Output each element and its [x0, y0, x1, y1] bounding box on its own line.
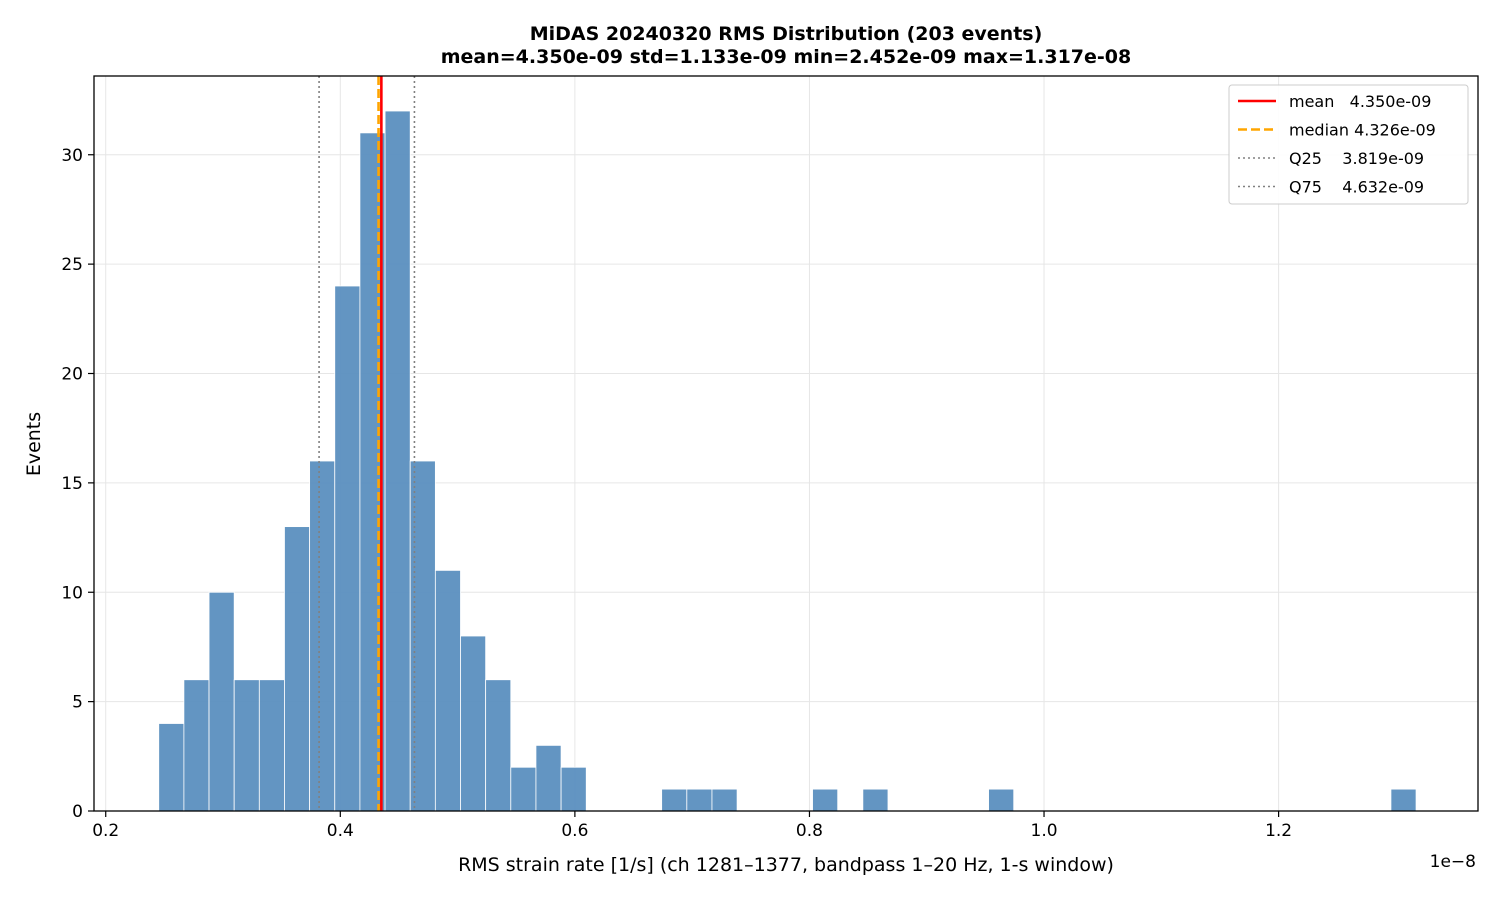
x-tick-label: 0.6 [561, 821, 588, 841]
plot-frame [93, 75, 1479, 812]
y-tick-label: 10 [61, 583, 83, 603]
y-tick-label: 5 [72, 693, 83, 713]
x-axis-ticks: 0.2 0.4 0.6 0.8 1.0 1.2 [92, 811, 1292, 841]
x-tick-label: 0.2 [92, 821, 119, 841]
statistic-lines [318, 76, 416, 811]
histogram-bar [183, 679, 210, 812]
histogram-bar [434, 569, 461, 812]
histogram-bar [988, 788, 1015, 812]
histogram-bar [309, 460, 336, 812]
y-tick-label: 0 [72, 802, 83, 822]
y-tick-label: 25 [61, 255, 83, 275]
y-tick-label: 15 [61, 474, 83, 494]
y-tick-label: 30 [61, 146, 83, 166]
histogram-bar [862, 788, 889, 812]
histogram-bar [334, 285, 361, 812]
x-tick-label: 0.4 [327, 821, 354, 841]
legend-box [1228, 84, 1469, 205]
histogram-bar [661, 788, 688, 812]
legend-label-q75: Q75 4.632e-09 [1289, 178, 1424, 197]
chart-title: MiDAS 20240320 RMS Distribution (203 eve… [530, 23, 1043, 45]
y-axis-label: Events [23, 412, 45, 476]
histogram-bar [208, 591, 235, 812]
x-tick-label: 1.2 [1265, 821, 1292, 841]
y-axis-ticks: 0 5 10 15 20 25 30 [61, 146, 94, 822]
histogram-bar [233, 679, 260, 812]
histogram-bar [460, 635, 487, 812]
histogram-bar [158, 723, 185, 812]
legend-label-median: median 4.326e-09 [1289, 121, 1436, 140]
legend-label-mean: mean 4.350e-09 [1289, 92, 1431, 111]
x-axis-offset-label: 1e−8 [1430, 852, 1476, 872]
histogram-bar [1390, 788, 1417, 812]
histogram-bar [686, 788, 713, 812]
y-tick-label: 20 [61, 365, 83, 385]
legend-label-q25: Q25 3.819e-09 [1289, 149, 1424, 168]
histogram-bar [284, 526, 311, 812]
histogram-bar [560, 766, 587, 812]
histogram-bar [258, 679, 285, 812]
chart-subtitle: mean=4.350e-09 std=1.133e-09 min=2.452e-… [441, 46, 1132, 68]
histogram-bar [384, 110, 411, 812]
x-tick-label: 0.8 [796, 821, 823, 841]
histogram-bar [485, 679, 512, 812]
histogram-bar [510, 766, 537, 812]
x-axis-label: RMS strain rate [1/s] (ch 1281–1377, ban… [458, 854, 1114, 876]
histogram-bar [711, 788, 738, 812]
histogram-bar [535, 744, 562, 812]
legend: mean 4.350e-09 median 4.326e-09 Q25 3.819e… [1228, 84, 1469, 205]
x-tick-label: 1.0 [1031, 821, 1058, 841]
histogram-bar [812, 788, 839, 812]
